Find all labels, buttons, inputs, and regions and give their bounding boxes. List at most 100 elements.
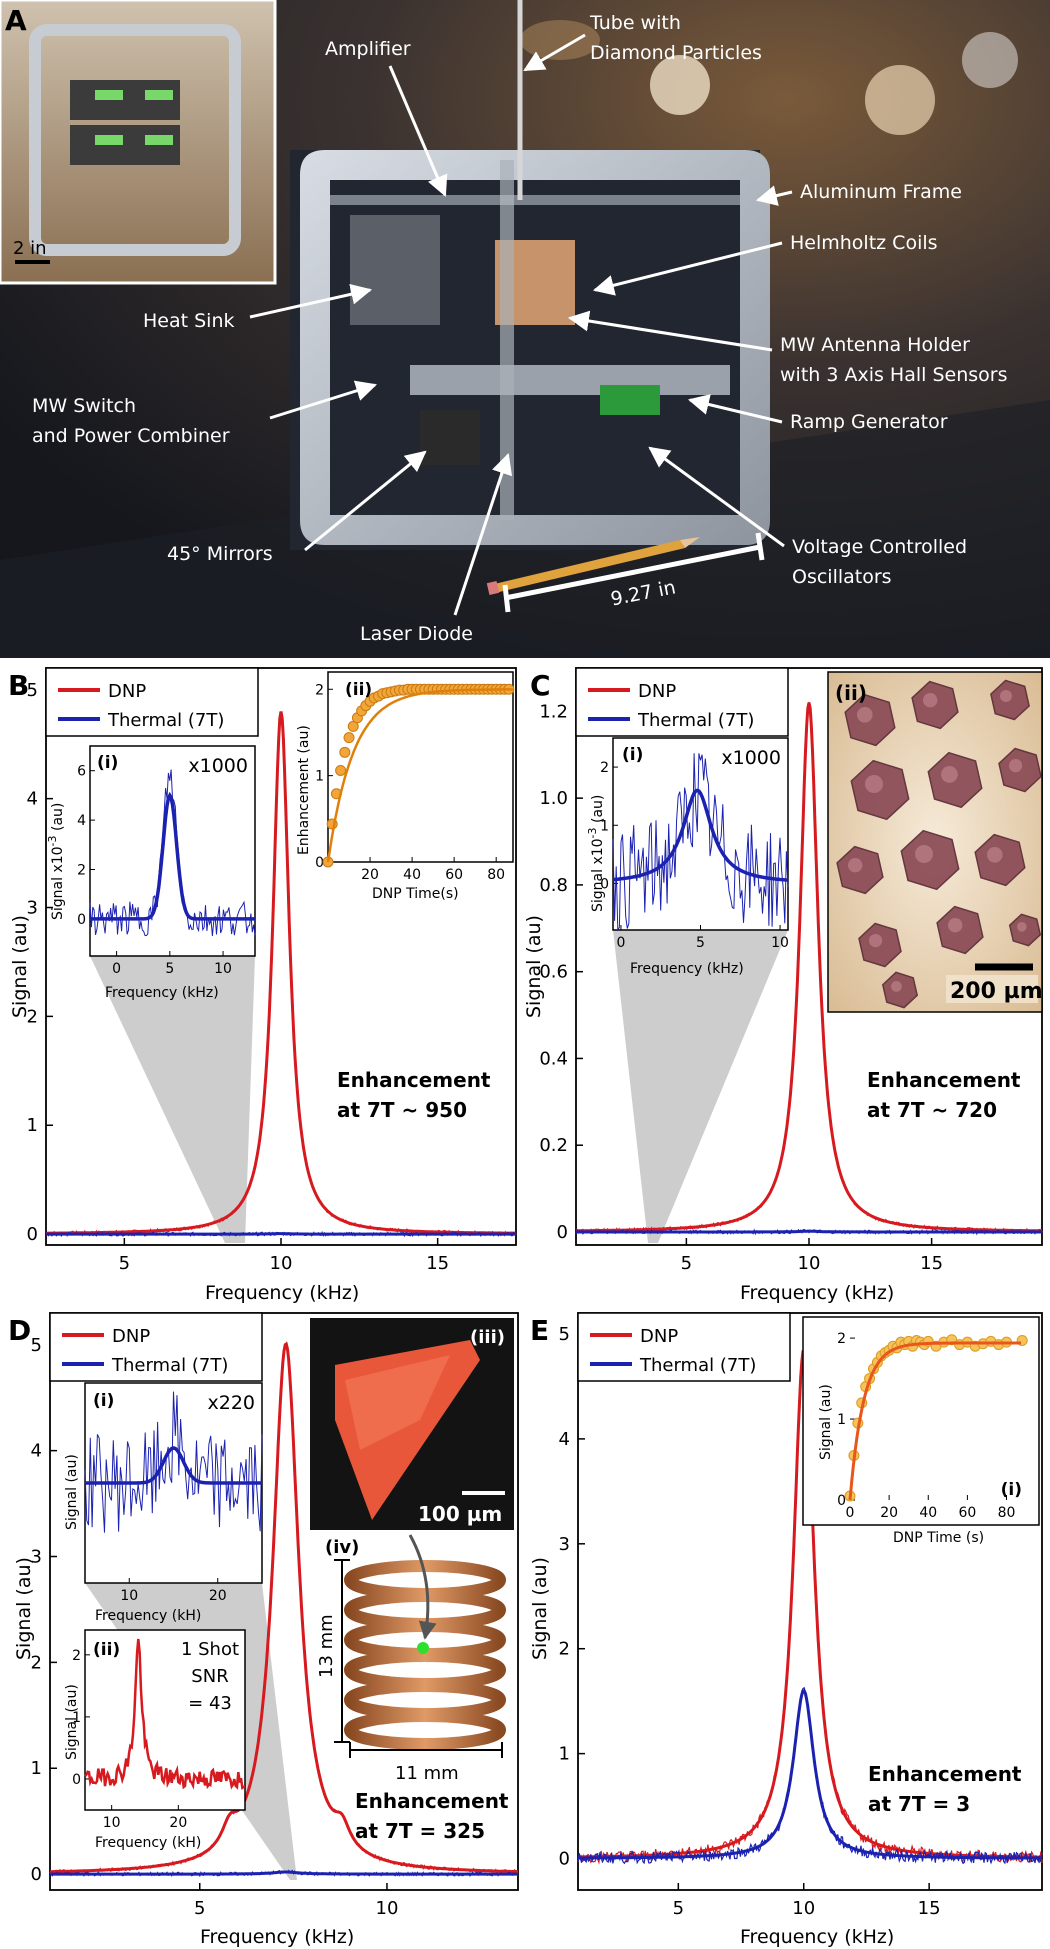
callout-labels: Tube with Diamond Particles Amplifier Al…: [32, 12, 1008, 645]
data-point: [339, 746, 351, 758]
plot-frame: [49, 1312, 519, 1891]
inset-label: (i): [1001, 1480, 1022, 1500]
crystal-highlight: [1017, 922, 1027, 932]
enhancement-annotation: Enhancement: [868, 1762, 1022, 1786]
device-body: [290, 150, 760, 550]
y-tick-label: 0: [600, 876, 609, 892]
zoom-shade: [90, 956, 255, 1243]
inset-photo: 2 in: [0, 0, 277, 285]
zoom-triangle: [90, 956, 255, 1243]
legend-label-dnp: DNP: [112, 1326, 150, 1347]
y-tick-label: 2: [315, 682, 324, 698]
y-tick-label: 0.2: [539, 1135, 568, 1156]
heat-sink-block: [350, 215, 440, 325]
y-tick-label: 4: [559, 1429, 570, 1450]
y-tick-label: 1: [27, 1115, 38, 1136]
legend: DNP Thermal (7T): [45, 667, 259, 737]
x-tick-label: 60: [445, 867, 463, 883]
pointer-arrow: [408, 1534, 437, 1640]
inset-ylabel-unit: (au): [50, 803, 66, 836]
bokeh-light: [865, 65, 935, 135]
inset-label: (i): [93, 1391, 114, 1411]
enhancement-annotation: Enhancement: [355, 1789, 509, 1813]
inset-xlabel: Frequency (kH): [95, 1835, 201, 1851]
inset-label: (ii): [93, 1640, 120, 1660]
crystal-highlight: [941, 766, 958, 783]
crystal-highlight: [848, 858, 863, 873]
coil-width: 11 mm: [395, 1763, 459, 1784]
legend: DNP Thermal (7T): [49, 1312, 263, 1382]
x-tick-label: 40: [403, 867, 421, 883]
y-tick-label: 3: [27, 898, 38, 919]
series-line-thermal: [578, 1689, 1042, 1860]
x-tick-label: 10: [771, 935, 789, 951]
axis-title-x: Frequency (kHz): [740, 1282, 894, 1304]
x-tick-label: 15: [920, 1253, 943, 1274]
legend-label-thermal: Thermal (7T): [639, 1355, 756, 1376]
inset-label: (i): [622, 745, 643, 765]
axis-title-y: Signal (au): [13, 1557, 35, 1660]
axis-title-x: Frequency (kHz): [740, 1926, 894, 1948]
series-line-thermal: [50, 1870, 518, 1876]
label-tube-2: Diamond Particles: [590, 42, 762, 64]
crystal-highlight: [948, 918, 963, 933]
y-tick-label: 3: [31, 1547, 42, 1568]
inset-ylabel-unit: (au): [590, 795, 606, 828]
multiplier: x1000: [721, 747, 781, 769]
x-tick-label: 5: [165, 961, 174, 977]
label-tube: Tube with: [589, 12, 681, 34]
x-tick-label: 80: [998, 1505, 1016, 1521]
y-tick-label: 0: [31, 1864, 42, 1885]
inset-xlabel: Frequency (kHz): [105, 985, 219, 1001]
series-line-thermal: [46, 1232, 516, 1236]
label-vco: Voltage Controlled: [792, 536, 967, 558]
series-line-dnp: [46, 711, 516, 1235]
coil-turn: [344, 1650, 506, 1690]
crystal-highlight: [869, 934, 883, 948]
fit-line: [848, 1341, 1021, 1501]
enhancement-annotation: at 7T ~ 950: [337, 1098, 467, 1122]
y-tick-label: 0.6: [539, 962, 568, 983]
coil-turn: [344, 1710, 506, 1750]
diamond-photo: (iii) 100 µm: [310, 1318, 514, 1530]
inset-ylabel-exp: -3: [46, 835, 59, 846]
x-tick-label: 15: [918, 1898, 941, 1919]
series-line-dnp: [84, 1638, 245, 1790]
label-helmholtz: Helmholtz Coils: [790, 232, 938, 254]
inset-xlabel: DNP Time(s): [372, 886, 459, 902]
legend: DNP Thermal (7T): [575, 667, 789, 737]
inset-frame: [612, 737, 789, 931]
plot-frame: [577, 1312, 1043, 1891]
x-tick-label: 15: [426, 1253, 449, 1274]
x-tick-label: 0: [846, 1505, 855, 1521]
y-tick-label: 2: [27, 1006, 38, 1027]
series-line-thermal: [576, 1229, 1042, 1234]
crystal-highlight: [857, 707, 873, 723]
y-tick-label: 0.8: [539, 875, 568, 896]
y-tick-label: 1: [72, 1710, 81, 1726]
label-mw-switch: MW Switch: [32, 395, 136, 417]
frame-back-post: [500, 160, 514, 520]
label-heat-sink: Heat Sink: [143, 310, 235, 332]
dimension-bar: [502, 532, 765, 613]
crystal-highlight: [891, 981, 902, 992]
label-antenna: MW Antenna Holder: [780, 334, 970, 356]
enhancement-annotation: at 7T = 3: [868, 1792, 970, 1816]
y-tick-label: 6: [77, 764, 86, 780]
x-tick-label: 40: [919, 1505, 937, 1521]
crystal-photo: (ii) 200 µm: [827, 671, 1043, 1013]
inset-frame: [802, 1316, 1040, 1526]
series-noisy-thermal: [612, 753, 789, 932]
inset-xlabel: Frequency (kH): [95, 1608, 201, 1624]
bokeh-light: [962, 32, 1018, 88]
inset-frame: [327, 671, 514, 863]
y-tick-label: 2: [837, 1331, 846, 1347]
inset-ylabel: Signal (au): [818, 1384, 834, 1460]
y-tick-label: 2: [31, 1652, 42, 1673]
series-line-dnp: [50, 1341, 518, 1874]
panel-c: C 00.20.40.60.81.01.25 10 15 DNP Thermal (…: [523, 667, 1043, 1304]
label-mw-switch-2: and Power Combiner: [32, 425, 230, 447]
inset-ylabel: Signal x10-3 (au): [586, 795, 607, 912]
